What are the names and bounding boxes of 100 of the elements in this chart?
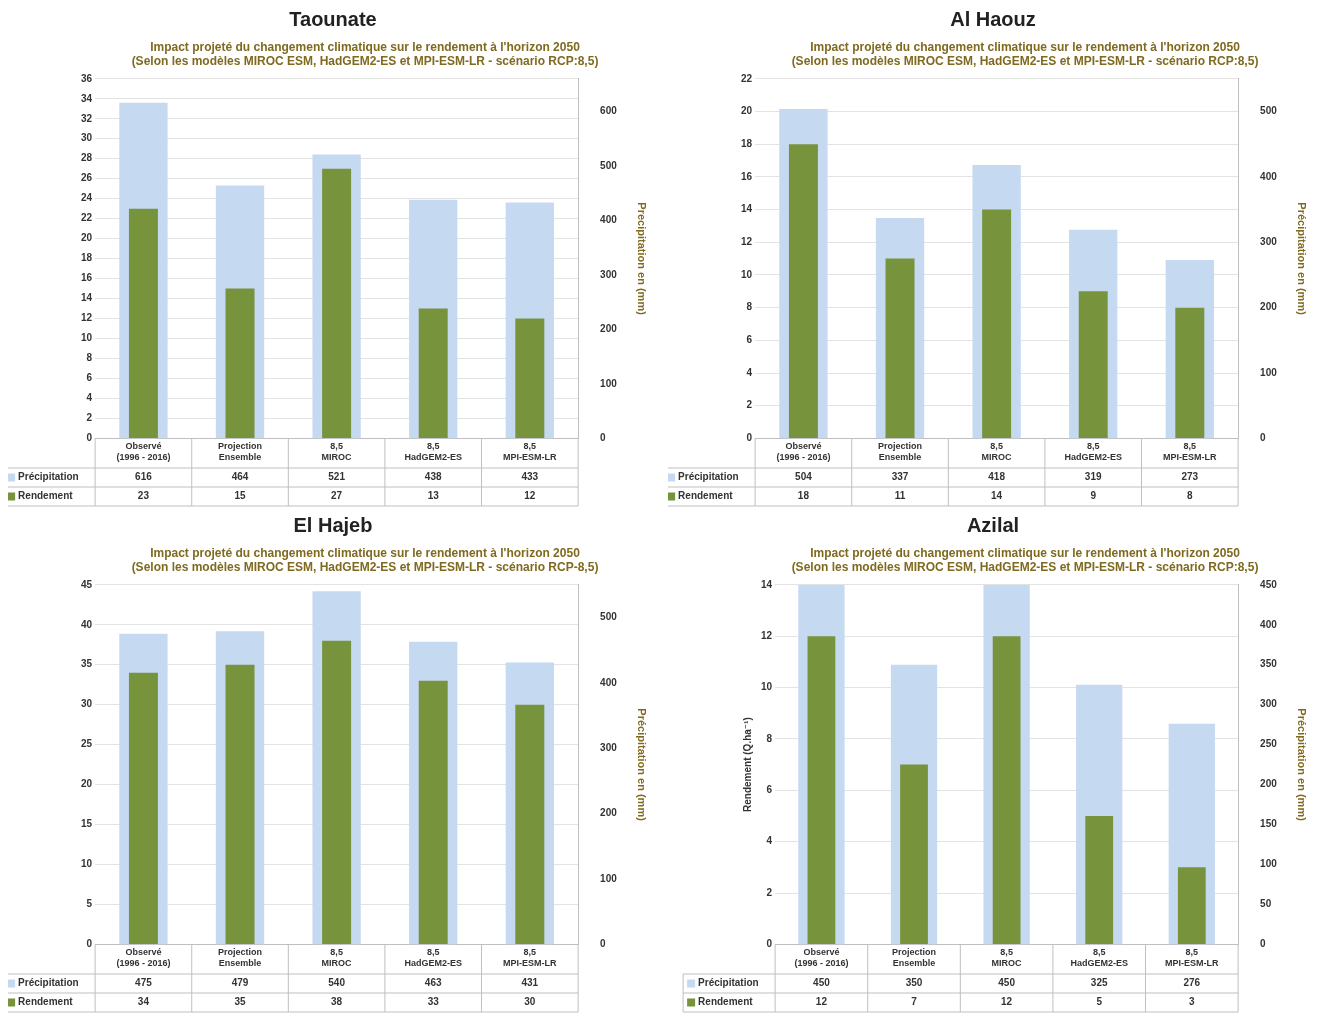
x-tick-label: 8,5 MIROC bbox=[321, 441, 353, 463]
y-tick-label: 30 bbox=[81, 132, 93, 144]
bar bbox=[225, 288, 255, 438]
y-tick-label: 12 bbox=[761, 629, 773, 641]
y-tick-label: 14 bbox=[81, 292, 93, 304]
data-label: 8 bbox=[1187, 490, 1194, 502]
y2-tick-label: 300 bbox=[1260, 698, 1278, 710]
data-label: 463 bbox=[424, 977, 442, 989]
data-label: 431 bbox=[521, 977, 539, 989]
data-label: 34 bbox=[137, 996, 150, 1008]
y2-axis-title: Précipitation en (mm) bbox=[1296, 202, 1309, 316]
legend-label: Précipitation bbox=[698, 977, 759, 989]
x-tick-label: Observé (1996 - 2016) bbox=[794, 947, 849, 969]
bar bbox=[1175, 307, 1205, 438]
y-tick-label: 10 bbox=[761, 681, 773, 693]
legend-label: Rendement bbox=[678, 490, 734, 502]
bar bbox=[418, 308, 448, 438]
y2-tick-label: 200 bbox=[1260, 301, 1278, 313]
y2-tick-label: 500 bbox=[600, 611, 618, 623]
y-tick-label: 10 bbox=[81, 332, 93, 344]
data-label: 11 bbox=[894, 490, 906, 502]
x-tick-label: 8,5 MIROC bbox=[991, 947, 1023, 969]
bar bbox=[900, 764, 928, 944]
y2-tick-label: 50 bbox=[1260, 898, 1272, 910]
data-label: 5 bbox=[1096, 996, 1103, 1008]
chart-title: El Hajeb bbox=[292, 514, 374, 538]
x-tick-label: 8,5 HadGEM2-ES bbox=[404, 947, 462, 969]
y-tick-label: 16 bbox=[741, 170, 753, 182]
y-tick-label: 28 bbox=[81, 152, 93, 164]
data-label: 438 bbox=[424, 471, 442, 483]
data-label: 475 bbox=[135, 977, 153, 989]
x-tick-label: 8,5 MIROC bbox=[321, 947, 353, 969]
x-tick-label: 8,5 MPI-ESM-LR bbox=[503, 947, 558, 969]
y-tick-label: 0 bbox=[86, 938, 93, 950]
y2-tick-label: 300 bbox=[600, 268, 618, 280]
y-tick-label: 22 bbox=[81, 212, 93, 224]
x-tick-label: 8,5 HadGEM2-ES bbox=[1064, 441, 1122, 463]
y2-tick-label: 0 bbox=[1260, 432, 1267, 444]
data-label: 38 bbox=[331, 996, 343, 1008]
y2-tick-label: 400 bbox=[600, 214, 618, 226]
y-tick-label: 2 bbox=[86, 412, 93, 424]
y-tick-label: 22 bbox=[741, 72, 753, 84]
bar bbox=[1085, 815, 1114, 944]
y-tick-label: 24 bbox=[81, 192, 93, 204]
y-tick-label: 12 bbox=[741, 236, 753, 247]
chart-title: Azilal bbox=[965, 514, 1021, 538]
data-label: 14 bbox=[991, 490, 1003, 502]
y2-tick-label: 0 bbox=[600, 938, 607, 950]
y-tick-label: 6 bbox=[86, 372, 93, 384]
y2-tick-label: 100 bbox=[1260, 366, 1278, 378]
chart-subtitle: Impact projeté du changement climatique sur le rendement à l'horizon 2050 (Selon les modèles MIROC ESM, HadGEM2-ES et MPI-ESM-LR - scénario RCP:8,5) bbox=[131, 39, 599, 68]
x-tick-label: Projection Ensemble bbox=[892, 947, 937, 969]
x-tick-label: 8,5 MPI-ESM-LR bbox=[1165, 947, 1220, 969]
y-tick-label: 0 bbox=[766, 938, 773, 950]
data-label: 23 bbox=[137, 490, 150, 502]
y2-tick-label: 500 bbox=[600, 159, 618, 171]
data-label: 450 bbox=[813, 977, 831, 989]
bar bbox=[128, 208, 158, 438]
data-label: 504 bbox=[795, 471, 813, 483]
y-tick-label: 0 bbox=[746, 432, 753, 444]
chart-subtitle: Impact projeté du changement climatique sur le rendement à l'horizon 2050 (Selon les modèles MIROC ESM, HadGEM2-ES et MPI-ESM-LR - scénario RCP:8,5) bbox=[791, 39, 1259, 68]
y-tick-label: 16 bbox=[81, 272, 93, 284]
y2-tick-label: 100 bbox=[1260, 858, 1278, 870]
data-label: 464 bbox=[231, 471, 249, 483]
y2-axis-title: Precipitation en (mm) bbox=[636, 202, 649, 316]
data-label: 12 bbox=[815, 996, 828, 1008]
data-label: 30 bbox=[524, 996, 536, 1008]
y-tick-label: 6 bbox=[766, 784, 773, 796]
y2-tick-label: 300 bbox=[1260, 236, 1278, 247]
y-tick-label: 4 bbox=[746, 366, 753, 378]
chart-subtitle: Impact projeté du changement climatique sur le rendement à l'horizon 2050 (Selon les modèles MIROC ESM, HadGEM2-ES et MPI-ESM-LR - scénario RCP:8,5) bbox=[791, 545, 1259, 574]
chart-title: Taounate bbox=[288, 8, 378, 32]
x-tick-label: Projection Ensemble bbox=[878, 441, 923, 463]
x-tick-label: 8,5 MPI-ESM-LR bbox=[503, 441, 558, 463]
y-tick-label: 4 bbox=[766, 835, 773, 847]
y2-axis-title: Précipitation en (mm) bbox=[636, 708, 649, 822]
data-label: 350 bbox=[905, 977, 923, 989]
x-tick-label: 8,5 HadGEM2-ES bbox=[404, 441, 462, 463]
y2-tick-label: 400 bbox=[1260, 618, 1278, 630]
legend-label: Précipitation bbox=[18, 471, 79, 483]
data-label: 337 bbox=[891, 471, 909, 483]
y-tick-label: 12 bbox=[81, 312, 93, 324]
y-tick-label: 36 bbox=[81, 72, 93, 84]
y2-tick-label: 100 bbox=[600, 872, 618, 884]
bar bbox=[515, 318, 545, 438]
x-tick-label: Projection Ensemble bbox=[218, 441, 263, 463]
legend-label: Rendement bbox=[698, 996, 754, 1008]
y-tick-label: 14 bbox=[741, 203, 753, 215]
y-tick-label: 14 bbox=[761, 578, 773, 590]
data-label: 27 bbox=[331, 490, 343, 502]
y2-tick-label: 350 bbox=[1260, 658, 1278, 670]
y-tick-label: 20 bbox=[741, 105, 753, 117]
y-tick-label: 8 bbox=[766, 732, 773, 744]
y2-tick-label: 250 bbox=[1260, 738, 1278, 750]
data-label: 35 bbox=[234, 996, 247, 1008]
y-tick-label: 8 bbox=[746, 301, 753, 313]
data-label: 325 bbox=[1090, 977, 1108, 989]
data-label: 15 bbox=[234, 490, 247, 502]
y-tick-label: 40 bbox=[81, 618, 93, 630]
y2-tick-label: 200 bbox=[1260, 778, 1278, 790]
